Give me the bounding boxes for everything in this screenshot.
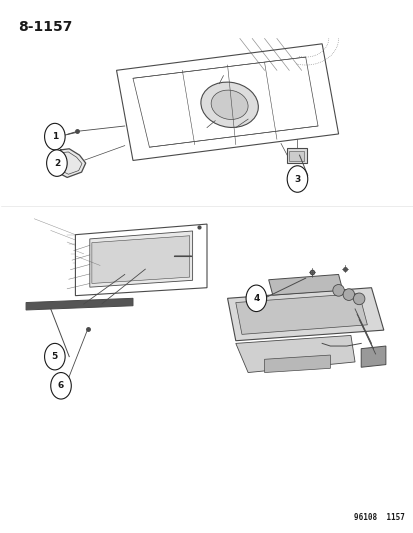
Ellipse shape [211, 90, 247, 119]
Polygon shape [235, 335, 354, 373]
Ellipse shape [332, 285, 344, 296]
Text: 2: 2 [54, 159, 60, 167]
Polygon shape [227, 288, 383, 341]
Ellipse shape [353, 293, 364, 305]
Text: 4: 4 [252, 294, 259, 303]
Circle shape [47, 150, 67, 176]
Ellipse shape [200, 82, 258, 127]
Text: 8-1157: 8-1157 [18, 20, 72, 34]
Text: 5: 5 [52, 352, 58, 361]
Polygon shape [360, 346, 385, 367]
Polygon shape [26, 298, 133, 310]
Circle shape [45, 343, 65, 370]
Circle shape [51, 373, 71, 399]
Ellipse shape [342, 289, 354, 301]
Polygon shape [235, 294, 366, 334]
Text: 96108  1157: 96108 1157 [353, 513, 404, 522]
Polygon shape [92, 236, 189, 284]
Text: 6: 6 [58, 381, 64, 390]
Polygon shape [53, 149, 85, 177]
Polygon shape [90, 231, 192, 287]
Circle shape [287, 166, 307, 192]
Polygon shape [264, 355, 330, 373]
Text: 3: 3 [294, 174, 300, 183]
Text: 1: 1 [52, 132, 58, 141]
Circle shape [45, 123, 65, 150]
Polygon shape [268, 274, 342, 295]
FancyBboxPatch shape [287, 148, 306, 163]
Circle shape [245, 285, 266, 312]
FancyBboxPatch shape [288, 151, 303, 161]
